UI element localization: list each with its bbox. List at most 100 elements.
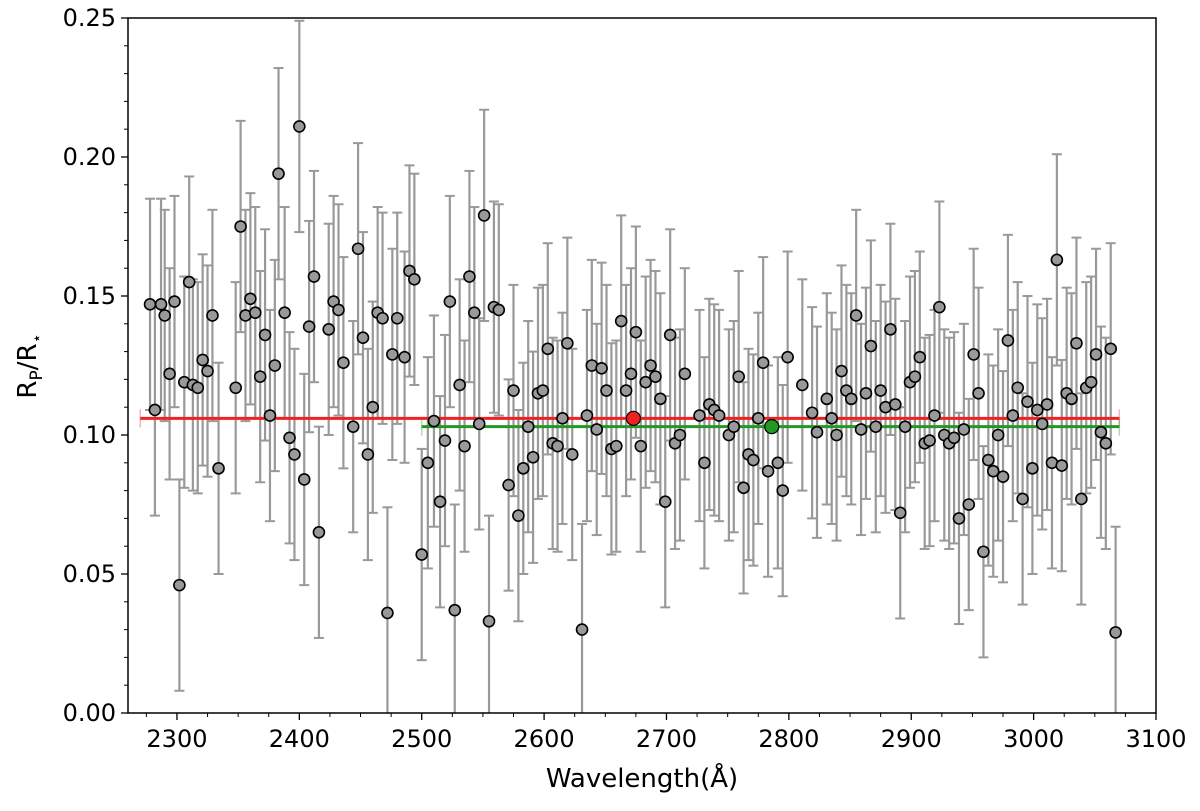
data-point xyxy=(212,462,225,475)
data-point xyxy=(468,306,481,319)
data-point xyxy=(258,328,272,342)
data-point xyxy=(658,495,672,509)
data-point xyxy=(771,456,785,470)
data-point xyxy=(556,412,569,425)
data-point xyxy=(337,356,350,370)
data-point xyxy=(923,434,936,447)
data-point xyxy=(408,273,421,286)
data-point xyxy=(913,350,927,364)
data-point xyxy=(982,453,995,467)
data-point xyxy=(427,414,441,428)
data-point xyxy=(1065,392,1078,406)
data-point xyxy=(536,384,550,397)
data-point xyxy=(366,400,380,414)
data-point xyxy=(825,412,838,425)
highlight-point xyxy=(764,419,780,435)
x-tick-label: 3100 xyxy=(1125,725,1186,753)
data-point xyxy=(381,606,394,620)
data-point xyxy=(884,323,897,336)
data-point xyxy=(438,434,452,447)
data-point xyxy=(263,409,277,422)
data-point xyxy=(1089,348,1103,361)
data-point xyxy=(693,409,706,422)
data-point xyxy=(698,456,711,470)
data-point xyxy=(952,512,966,525)
data-point xyxy=(196,353,209,367)
data-point xyxy=(889,398,902,411)
data-point xyxy=(541,342,555,356)
data-point xyxy=(761,464,775,478)
data-point xyxy=(1035,417,1049,431)
x-tick-label: 2300 xyxy=(146,725,207,753)
data-point xyxy=(283,431,296,445)
data-point xyxy=(859,386,873,400)
data-point xyxy=(947,431,961,445)
x-axis: 2300 2400 2500 2600 2700 2800 2900 3000 3100 xyxy=(145,713,1187,753)
data-point xyxy=(644,359,657,372)
data-point xyxy=(173,578,186,592)
data-point xyxy=(322,323,336,336)
data-point xyxy=(288,448,301,461)
data-point xyxy=(1016,492,1029,506)
data-point xyxy=(854,423,868,436)
x-tick-label: 2500 xyxy=(391,725,452,753)
data-point xyxy=(482,614,496,628)
data-point xyxy=(443,295,457,308)
data-point xyxy=(619,384,633,397)
x-tick-label: 2800 xyxy=(758,725,819,753)
data-point xyxy=(996,470,1010,484)
data-point xyxy=(614,314,628,328)
data-point xyxy=(609,439,623,453)
data-point xyxy=(864,339,878,353)
data-point xyxy=(1001,334,1015,347)
data-point xyxy=(624,367,638,381)
data-point xyxy=(712,409,726,422)
data-point xyxy=(781,350,794,364)
data-point xyxy=(874,384,887,397)
data-point xyxy=(201,364,214,378)
y-tick-label: 0.20 xyxy=(63,143,116,171)
data-point xyxy=(1026,462,1039,475)
data-point xyxy=(1006,409,1020,422)
data-point xyxy=(1094,425,1108,439)
data-point xyxy=(580,409,594,422)
data-point xyxy=(957,423,971,436)
data-point xyxy=(1109,626,1122,639)
data-point xyxy=(244,292,257,306)
data-point xyxy=(248,306,262,319)
data-point xyxy=(639,375,652,389)
x-tick-label: 3000 xyxy=(1003,725,1064,753)
data-point xyxy=(154,298,168,311)
data-point xyxy=(278,306,291,319)
data-point xyxy=(182,275,196,289)
data-point xyxy=(1021,395,1034,408)
data-point xyxy=(1104,342,1118,356)
data-point xyxy=(307,270,321,283)
data-point xyxy=(415,548,429,561)
y-axis-label-sub: P xyxy=(27,370,47,380)
data-point xyxy=(272,167,285,180)
data-point xyxy=(1070,336,1083,350)
data-point xyxy=(472,417,486,431)
data-point xyxy=(776,484,790,497)
y-axis-label: RP/R⋆ xyxy=(13,333,47,398)
data-point xyxy=(1050,253,1064,267)
data-point xyxy=(507,384,520,397)
x-tick-label: 2900 xyxy=(881,725,942,753)
data-point xyxy=(421,456,435,470)
data-point xyxy=(673,428,687,442)
y-axis-label-rest: /R xyxy=(13,343,43,370)
data-point xyxy=(962,498,976,511)
data-point xyxy=(1084,375,1098,389)
data-point xyxy=(928,409,941,422)
highlight-point xyxy=(625,410,642,426)
data-point xyxy=(477,209,491,222)
data-point xyxy=(1055,459,1069,472)
data-point xyxy=(595,361,608,375)
data-point xyxy=(629,325,643,339)
data-point xyxy=(575,623,589,636)
data-point xyxy=(747,453,760,467)
data-point xyxy=(234,220,247,233)
data-point xyxy=(654,392,667,406)
